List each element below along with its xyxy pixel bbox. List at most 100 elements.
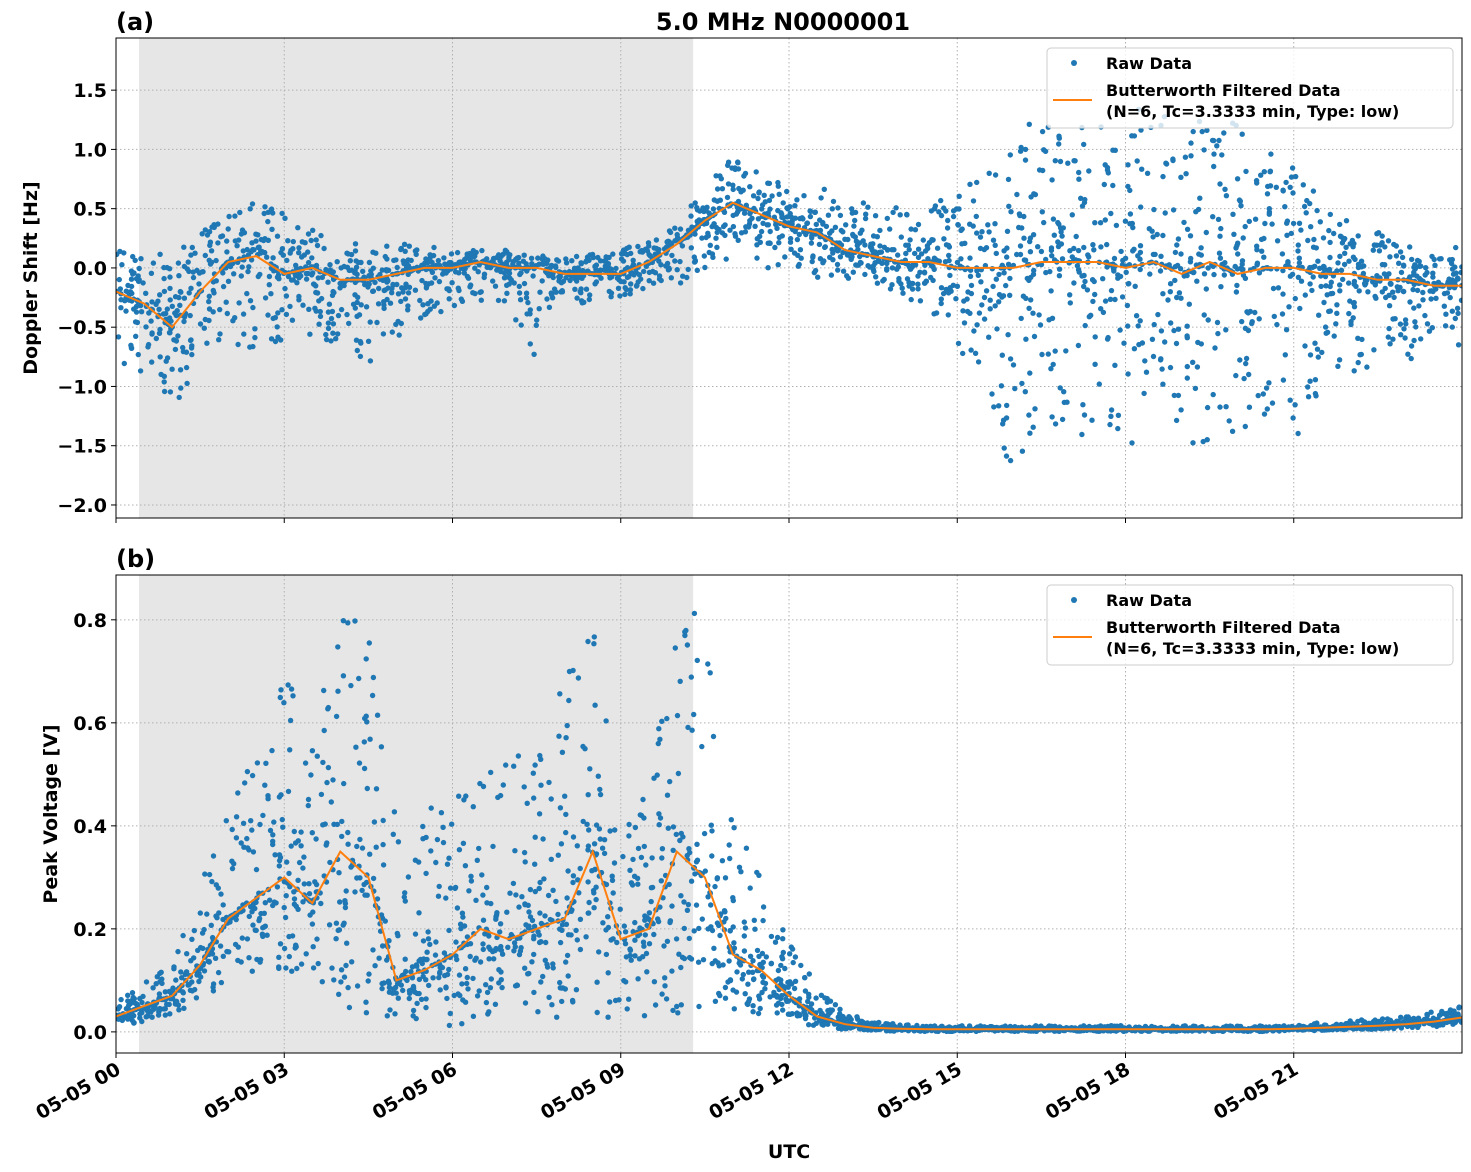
raw-data-point [342, 904, 349, 911]
raw-data-point [736, 864, 743, 870]
raw-data-point [255, 232, 261, 238]
raw-data-point [646, 910, 653, 916]
raw-data-point [1221, 130, 1227, 136]
raw-data-point [1017, 148, 1024, 154]
raw-data-point [1211, 271, 1217, 278]
raw-data-point [1337, 253, 1343, 259]
raw-data-point [423, 977, 429, 983]
raw-data-point [577, 865, 583, 872]
raw-data-point [760, 974, 767, 980]
raw-data-point [852, 217, 858, 224]
raw-data-point [217, 943, 224, 949]
raw-data-point [244, 835, 250, 842]
raw-data-point [685, 724, 691, 731]
raw-data-point [188, 958, 194, 964]
raw-data-point [414, 247, 420, 253]
raw-data-point [1212, 345, 1218, 351]
raw-data-point [565, 868, 571, 874]
raw-data-point [1111, 268, 1117, 274]
raw-data-point [443, 895, 449, 901]
raw-data-point [742, 925, 749, 931]
raw-data-point [629, 882, 636, 888]
raw-data-point [787, 1011, 793, 1017]
raw-data-point [784, 188, 790, 195]
raw-data-point [845, 236, 851, 243]
raw-data-point [330, 330, 336, 336]
raw-data-point [979, 229, 985, 235]
raw-data-point [1118, 1023, 1125, 1030]
raw-data-point [536, 306, 542, 312]
raw-data-point [635, 243, 641, 250]
raw-data-point [1297, 305, 1303, 312]
raw-data-point [834, 261, 841, 268]
raw-data-point [191, 927, 197, 934]
raw-data-point [548, 796, 554, 802]
raw-data-point [215, 240, 221, 246]
raw-data-point [714, 244, 720, 250]
raw-data-point [1433, 295, 1439, 301]
raw-data-point [192, 250, 198, 256]
raw-data-point [318, 295, 325, 302]
raw-data-point [1390, 289, 1396, 295]
raw-data-point [134, 319, 141, 326]
raw-data-point [1280, 291, 1286, 297]
raw-data-point [181, 244, 187, 250]
raw-data-point [630, 261, 637, 268]
raw-data-point [1211, 151, 1217, 157]
raw-data-point [1092, 291, 1098, 298]
raw-data-point [285, 238, 291, 244]
raw-data-point [283, 293, 290, 299]
raw-data-point [1031, 267, 1037, 274]
raw-data-point [460, 840, 467, 846]
raw-data-point [731, 825, 737, 831]
raw-data-point [536, 932, 542, 938]
raw-data-point [550, 887, 556, 893]
raw-data-point [446, 287, 452, 294]
raw-data-point [1147, 271, 1153, 277]
raw-data-point [129, 990, 136, 996]
raw-data-point [585, 792, 591, 798]
raw-data-point [387, 300, 394, 306]
raw-data-point [370, 674, 377, 681]
raw-data-point [225, 226, 231, 232]
raw-data-point [776, 191, 782, 197]
raw-data-point [684, 642, 691, 648]
raw-data-point [172, 294, 179, 300]
raw-data-point [1423, 265, 1429, 271]
raw-data-point [272, 314, 279, 321]
raw-data-point [566, 697, 572, 704]
raw-data-point [200, 945, 206, 952]
raw-data-point [750, 1003, 756, 1009]
raw-data-point [887, 286, 894, 292]
raw-data-point [253, 238, 259, 244]
raw-data-point [522, 965, 528, 971]
raw-data-point [275, 310, 281, 316]
raw-data-point [1234, 282, 1240, 289]
raw-data-point [880, 278, 886, 284]
raw-data-point [1270, 285, 1277, 292]
raw-data-point [586, 827, 592, 833]
raw-data-point [1141, 390, 1147, 397]
raw-data-point [813, 221, 819, 228]
raw-data-point [1287, 273, 1294, 279]
raw-data-point [1030, 271, 1037, 277]
raw-data-point [287, 747, 293, 753]
raw-data-point [1274, 321, 1280, 328]
raw-data-point [1458, 269, 1462, 276]
raw-data-point [813, 995, 819, 1001]
raw-data-point [426, 982, 432, 989]
raw-data-point [808, 240, 815, 246]
raw-data-point [408, 969, 414, 975]
raw-data-point [1304, 197, 1310, 204]
raw-data-point [169, 303, 175, 309]
raw-data-point [352, 248, 359, 254]
raw-data-point [249, 827, 255, 833]
raw-data-point [806, 971, 812, 977]
raw-data-point [1092, 334, 1098, 340]
raw-data-point [233, 916, 239, 923]
raw-data-point [310, 944, 316, 950]
raw-data-point [374, 712, 381, 718]
raw-data-point [494, 910, 500, 916]
raw-data-point [504, 909, 510, 915]
raw-data-point [1217, 181, 1223, 187]
